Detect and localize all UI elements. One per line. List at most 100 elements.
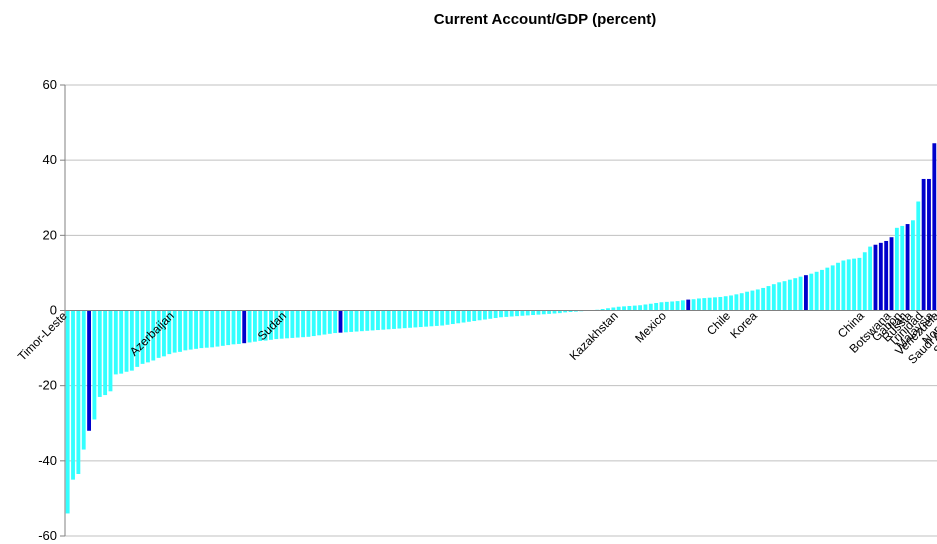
bar xyxy=(846,259,851,311)
bar xyxy=(531,310,536,316)
bars xyxy=(65,143,937,514)
bar xyxy=(301,310,305,338)
bar xyxy=(129,310,134,371)
bar xyxy=(707,297,712,311)
y-tick-label: 40 xyxy=(43,152,57,167)
bar xyxy=(376,310,380,331)
y-tick-label: -20 xyxy=(38,378,57,393)
bar xyxy=(338,310,343,333)
bar xyxy=(889,237,894,311)
bar xyxy=(723,296,728,311)
bar xyxy=(456,310,461,324)
axes xyxy=(60,84,937,537)
bar xyxy=(787,279,792,311)
category-label: Kazakhstan xyxy=(567,309,621,363)
y-tick-label: 20 xyxy=(43,227,57,242)
bar xyxy=(183,310,188,351)
bar xyxy=(654,302,659,311)
bar xyxy=(188,310,193,350)
bar xyxy=(557,310,562,314)
y-tick-label: 60 xyxy=(43,77,57,92)
bar xyxy=(151,310,156,361)
bar xyxy=(103,310,108,396)
bar xyxy=(664,301,669,311)
bar xyxy=(204,310,209,348)
bar xyxy=(718,296,723,311)
bar xyxy=(750,290,755,311)
bar xyxy=(766,286,771,311)
bar xyxy=(900,225,905,311)
bar xyxy=(92,310,97,420)
bar xyxy=(536,310,541,315)
bar xyxy=(178,310,182,352)
bar xyxy=(365,310,370,331)
bar xyxy=(568,310,573,312)
bar xyxy=(573,310,578,312)
bar xyxy=(466,310,471,322)
bar xyxy=(450,310,455,325)
bar xyxy=(509,310,514,317)
bar xyxy=(873,244,878,311)
bar xyxy=(81,310,86,450)
bar xyxy=(167,310,172,355)
y-tick-labels: 60 40 20 0 -20 -40 -60 xyxy=(38,77,57,543)
category-label: Mexico xyxy=(632,308,669,345)
bar xyxy=(755,289,760,311)
bar xyxy=(349,310,354,332)
bar xyxy=(226,310,231,346)
bar xyxy=(525,310,530,316)
bar xyxy=(616,306,621,311)
bar xyxy=(392,310,396,329)
bar xyxy=(156,310,161,358)
bar xyxy=(825,267,830,311)
bar xyxy=(274,310,279,340)
bar xyxy=(445,310,450,325)
bar xyxy=(263,310,268,341)
gridlines xyxy=(65,84,937,537)
bar xyxy=(413,310,418,328)
bar xyxy=(279,310,284,339)
bar xyxy=(434,310,439,326)
bar xyxy=(563,310,568,313)
bar xyxy=(691,299,696,311)
bar xyxy=(140,310,145,364)
bar xyxy=(359,310,364,332)
bar xyxy=(429,310,434,327)
bar xyxy=(290,310,295,338)
bar xyxy=(472,310,477,322)
bar xyxy=(622,306,626,311)
bar xyxy=(504,310,509,317)
bar xyxy=(65,310,70,514)
y-tick-label: -40 xyxy=(38,453,57,468)
bar xyxy=(71,310,75,480)
bar xyxy=(493,310,498,319)
bar xyxy=(638,305,643,311)
bar xyxy=(252,310,257,342)
bar xyxy=(418,310,423,328)
bar xyxy=(343,310,348,333)
bar xyxy=(852,258,856,311)
bar xyxy=(461,310,466,323)
bar xyxy=(322,310,327,335)
bar xyxy=(87,310,91,431)
bar xyxy=(515,310,519,317)
bar xyxy=(868,246,873,311)
bar xyxy=(108,310,113,392)
bar xyxy=(236,310,241,344)
bar xyxy=(927,178,931,311)
bar xyxy=(258,310,263,341)
bar xyxy=(295,310,300,338)
bar xyxy=(317,310,322,336)
bar xyxy=(745,291,750,311)
bar xyxy=(354,310,359,332)
bar xyxy=(242,310,247,344)
bar xyxy=(729,295,733,311)
bar xyxy=(135,310,140,367)
bar xyxy=(124,310,129,372)
bar xyxy=(670,301,675,311)
bar xyxy=(798,276,803,311)
bar xyxy=(194,310,198,349)
bar xyxy=(761,287,766,311)
bar xyxy=(793,278,798,311)
